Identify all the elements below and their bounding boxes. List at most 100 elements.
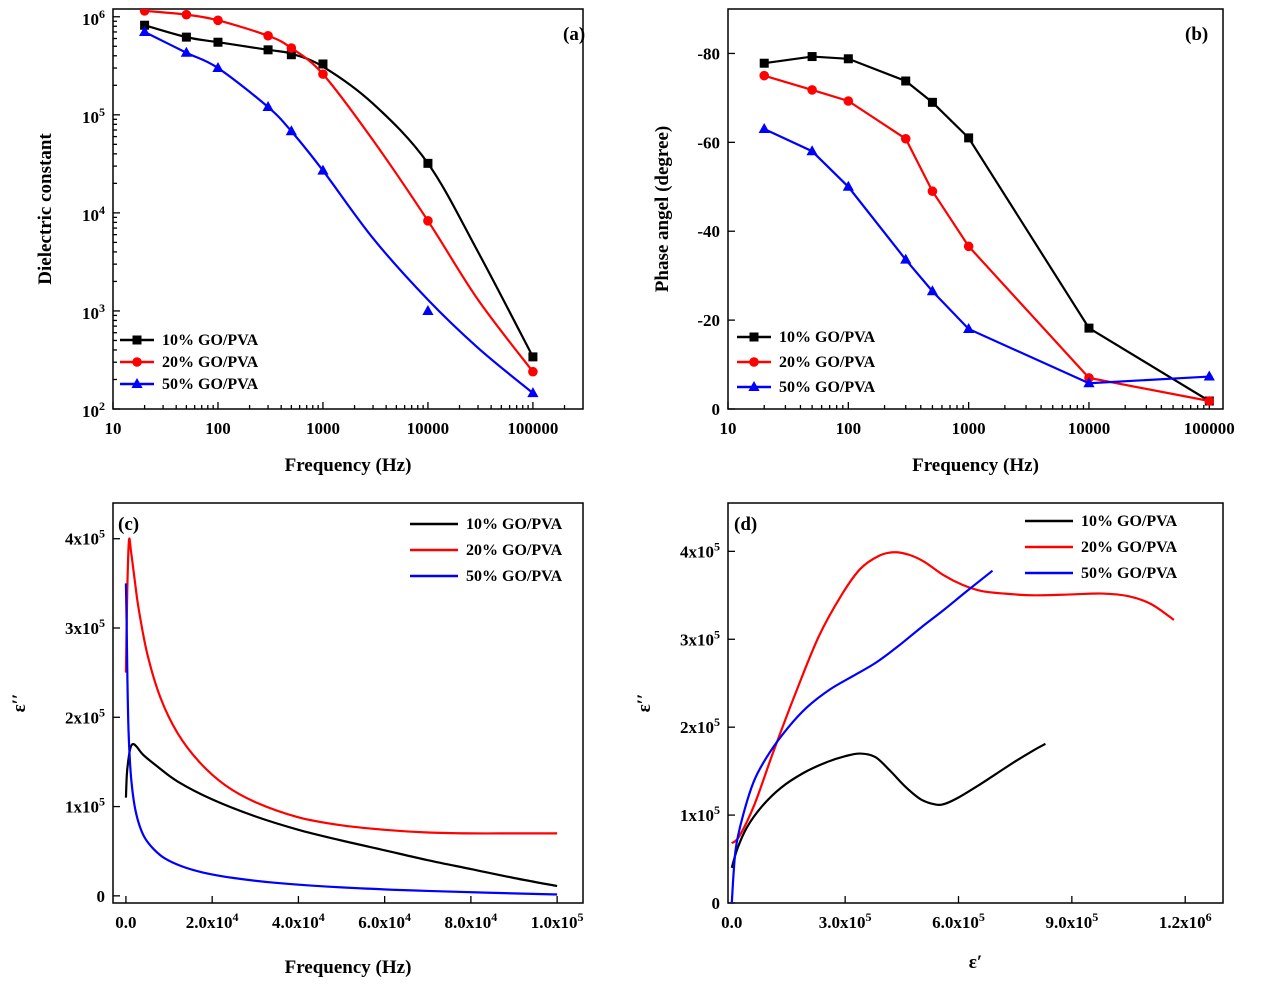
legend-entry: 20% GO/PVA: [410, 542, 563, 559]
data-point: [964, 133, 974, 143]
panel-label: (b): [1185, 24, 1208, 45]
data-point: [806, 145, 818, 156]
data-point: [759, 58, 769, 68]
data-point: [842, 180, 854, 191]
legend-marker: [748, 381, 760, 391]
legend-label: 50% GO/PVA: [466, 568, 563, 585]
legend: 10% GO/PVA 20% GO/PVA 50% GO/PVA: [737, 329, 876, 396]
y-axis-label: ε′′: [9, 694, 30, 713]
panel-a: 10 100 1000 10000 100000 102 103 104 105 106 Frequ…: [35, 7, 585, 476]
panel-c: 0.0 2.0x104 4.0x104 6.0x104 8.0x104 1.0x105 0 1…: [9, 502, 584, 978]
series-3: [730, 569, 994, 903]
y-tick-label: 1x105: [65, 795, 105, 817]
data-point: [1203, 370, 1215, 381]
y-tick-label: 106: [82, 7, 105, 29]
legend-entry: 50% GO/PVA: [1025, 565, 1178, 582]
x-tick-label: 10: [105, 419, 122, 438]
plot-frame: [727, 502, 1224, 904]
y-tick-label: -60: [697, 133, 720, 152]
data-point: [807, 52, 817, 62]
data-point: [528, 366, 538, 377]
series-2: [124, 537, 558, 835]
x-tick-label: 1000: [952, 419, 986, 438]
series-group: [124, 537, 558, 896]
series-2: [139, 9, 538, 377]
series-line: [730, 742, 1046, 869]
y-tick-label: 4x105: [680, 539, 720, 561]
data-point: [926, 285, 939, 296]
legend-marker: [132, 357, 142, 367]
y-axis-label: ε′′: [634, 694, 655, 713]
x-tick-label: 0.0: [115, 913, 136, 932]
data-point: [758, 123, 770, 133]
x-tick-label: 100: [205, 419, 231, 438]
data-point: [285, 125, 297, 136]
data-point: [263, 30, 273, 41]
plot-frame: [112, 8, 584, 410]
x-tick-label: 10: [720, 419, 737, 438]
series-line: [763, 74, 1210, 403]
data-point: [181, 9, 192, 20]
series-3: [139, 25, 539, 398]
series-3: [758, 123, 1215, 388]
y-tick-label: 103: [82, 301, 105, 323]
series-2: [731, 551, 1175, 845]
data-point: [1084, 323, 1094, 333]
series-line: [763, 128, 1210, 385]
x-tick-label: 1.0x105: [531, 910, 584, 932]
series-line: [124, 583, 558, 896]
panel-label: (d): [734, 514, 757, 535]
y-tick-label: 3x105: [680, 627, 720, 649]
data-point: [213, 37, 223, 47]
x-tick-label: 2.0x104: [186, 910, 239, 932]
legend-label: 10% GO/PVA: [162, 332, 259, 349]
plot-frame: [727, 8, 1224, 410]
data-point: [927, 186, 938, 197]
series-line: [124, 537, 558, 835]
legend-label: 50% GO/PVA: [1081, 565, 1178, 582]
data-point: [139, 25, 151, 36]
data-point: [318, 59, 328, 69]
legend-label: 20% GO/PVA: [162, 354, 259, 371]
legend-marker: [749, 357, 759, 367]
x-tick-label: 4.0x104: [272, 910, 325, 932]
legend: 10% GO/PVA 20% GO/PVA 50% GO/PVA: [120, 332, 259, 393]
legend-entry: 10% GO/PVA: [1025, 513, 1178, 530]
legend-marker: [749, 332, 759, 342]
data-point: [901, 76, 911, 86]
data-point: [140, 20, 150, 30]
legend-marker: [131, 378, 143, 388]
y-tick-label: 102: [82, 399, 105, 421]
data-point: [181, 32, 191, 42]
data-point: [900, 133, 911, 144]
data-point: [528, 352, 538, 362]
legend-entry: 50% GO/PVA: [120, 376, 259, 393]
y-tick-label: 104: [82, 203, 105, 225]
data-point: [1204, 396, 1215, 406]
y-tick-label: 0: [97, 887, 106, 906]
legend: 10% GO/PVA 20% GO/PVA 50% GO/PVA: [1025, 513, 1178, 582]
data-point: [423, 216, 433, 226]
data-point: [807, 85, 817, 95]
series-1: [730, 742, 1046, 869]
data-point: [212, 62, 224, 73]
x-axis-label: Frequency (Hz): [285, 455, 412, 476]
series-line: [730, 569, 994, 903]
legend-entry: 50% GO/PVA: [410, 568, 563, 585]
x-tick-label: 100000: [507, 419, 558, 438]
series-group: [139, 9, 539, 398]
series-group: [730, 551, 1175, 903]
legend-entry: 10% GO/PVA: [120, 332, 259, 349]
data-point: [527, 387, 539, 398]
x-tick-label: 10000: [407, 419, 450, 438]
x-tick-label: 10000: [1068, 419, 1111, 438]
y-tick-label: 105: [82, 105, 105, 127]
y-tick-label: 1x105: [680, 803, 720, 825]
data-point: [423, 158, 433, 168]
series-1: [124, 742, 558, 888]
series-line: [124, 742, 558, 888]
series-line: [731, 551, 1175, 845]
series-1: [140, 20, 538, 362]
data-point: [262, 101, 274, 112]
